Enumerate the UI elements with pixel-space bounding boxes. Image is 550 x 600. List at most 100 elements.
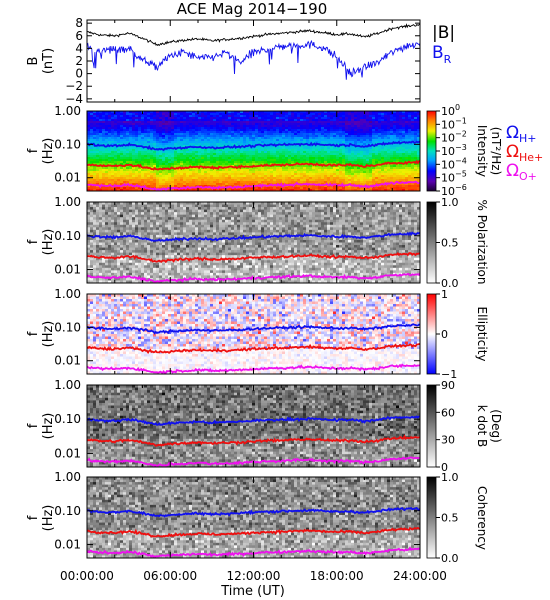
spectrogram-cell: [312, 169, 316, 172]
spectrogram-cell: [333, 141, 337, 144]
spectrogram-cell: [99, 232, 103, 236]
spectrogram-cell: [111, 187, 115, 190]
spectrogram-cell: [129, 209, 133, 213]
spectrogram-cell: [306, 141, 310, 144]
spectrogram-cell: [108, 219, 112, 223]
spectrogram-cell: [303, 161, 307, 164]
spectrogram-cell: [171, 127, 175, 130]
spectrogram-cell: [174, 175, 178, 178]
spectrogram-cell: [255, 177, 259, 180]
spectrogram-cell: [117, 143, 121, 146]
spectrogram-cell: [408, 137, 412, 140]
spectrogram-cell: [213, 153, 217, 156]
spectrogram-cell: [231, 127, 235, 130]
spectrogram-cell: [195, 177, 199, 180]
colorbar-tick-exponent: −6: [455, 183, 467, 192]
spectrogram-cell: [201, 127, 205, 130]
spectrogram-cell: [339, 169, 343, 172]
spectrogram-cell: [375, 117, 379, 120]
spectrogram-cell: [228, 141, 232, 144]
spectrogram-cell: [264, 129, 268, 132]
spectrogram-cell: [282, 121, 286, 124]
spectrogram-cell: [198, 153, 202, 156]
spectrogram-cell: [111, 280, 115, 283]
spectrogram-cell: [333, 121, 337, 124]
spectrogram-cell: [132, 187, 136, 190]
spectrogram-cell: [288, 123, 292, 126]
spectrogram-cell: [237, 161, 241, 164]
spectrogram-cell: [273, 181, 277, 184]
spectrogram-cell: [312, 173, 316, 176]
spectrogram-cell: [399, 113, 403, 116]
spectrogram-cell: [267, 163, 271, 166]
spectrogram-cell: [171, 129, 175, 132]
spectrogram-cell: [150, 177, 154, 180]
spectrogram-cell: [111, 121, 115, 124]
spectrogram-cell: [96, 185, 100, 188]
spectrogram-cell: [111, 161, 115, 164]
spectrogram-cell: [93, 171, 97, 174]
spectrogram-cell: [153, 117, 157, 120]
spectrogram-cell: [180, 121, 184, 124]
spectrogram-cell: [378, 165, 382, 168]
spectrogram-cell: [375, 157, 379, 160]
spectrogram-cell: [315, 189, 319, 191]
spectrogram-cell: [153, 159, 157, 162]
spectrogram-cell: [99, 270, 103, 274]
spectrogram-cell: [381, 153, 385, 156]
spectrogram-cell: [234, 127, 238, 130]
spectrogram-cell: [255, 175, 259, 178]
spectrogram-cell: [255, 163, 259, 166]
spectrogram-cell: [339, 129, 343, 132]
spectrogram-cell: [243, 139, 247, 142]
spectrogram-cell: [90, 145, 94, 148]
spectrogram-cell: [168, 145, 172, 148]
spectrogram-cell: [300, 153, 304, 156]
spectrogram-cell: [102, 161, 106, 164]
spectrogram-cell: [363, 155, 367, 158]
spectrogram-cell: [354, 177, 358, 180]
spectrogram-cell: [270, 153, 274, 156]
spectrogram-cell: [129, 115, 133, 118]
spectrogram-cell: [132, 163, 136, 166]
spectrogram-cell: [318, 135, 322, 138]
spectrogram-cell: [252, 125, 256, 128]
spectrogram-cell: [417, 187, 420, 190]
spectrogram-cell: [225, 121, 229, 124]
spectrogram-cell: [399, 149, 403, 152]
spectrogram-cell: [345, 177, 349, 180]
spectrogram-cell: [186, 127, 190, 130]
spectrogram-cell: [408, 173, 412, 176]
spectrogram-cell: [315, 129, 319, 132]
spectrogram-cell: [195, 149, 199, 152]
spectrogram-cell: [90, 171, 94, 174]
spectrogram-cell: [201, 181, 205, 184]
spectrogram-cell: [195, 159, 199, 162]
spectrogram-cell: [342, 125, 346, 128]
spectrogram-cell: [369, 123, 373, 126]
spectrogram-cell: [282, 177, 286, 180]
spectrogram-cell: [102, 209, 106, 213]
spectrogram-cell: [354, 131, 358, 134]
spectrogram-cell: [99, 237, 103, 241]
spectrogram-cell: [393, 133, 397, 136]
spectrogram-cell: [138, 181, 142, 184]
spectrogram-cell: [120, 260, 124, 264]
spectrogram-cell: [126, 167, 130, 170]
spectrogram-cell: [243, 187, 247, 190]
spectrogram-cell: [246, 155, 250, 158]
spectrogram-cell: [87, 265, 91, 269]
spectrogram-cell: [114, 163, 118, 166]
spectrogram-cell: [333, 111, 337, 114]
spectrogram-cell: [207, 151, 211, 154]
spectrogram-cell: [237, 167, 241, 170]
spectrogram-cell: [198, 173, 202, 176]
spectrogram-cell: [255, 155, 259, 158]
spectrogram-cell: [249, 173, 253, 176]
spectrogram-cell: [288, 167, 292, 170]
spectrogram-cell: [309, 127, 313, 130]
spectrogram-cell: [414, 175, 418, 178]
spectrogram-cell: [168, 161, 172, 164]
spectrogram-cell: [96, 155, 100, 158]
spectrogram-cell: [273, 121, 277, 124]
